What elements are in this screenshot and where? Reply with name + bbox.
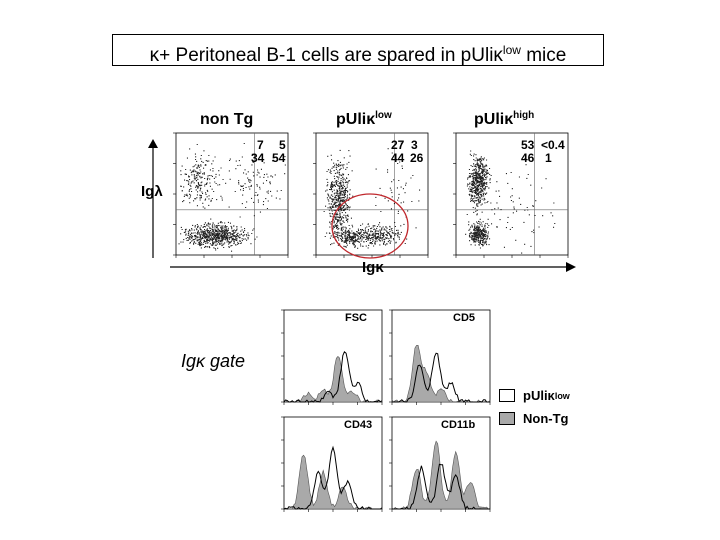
histogram-open-2 bbox=[392, 352, 490, 403]
histogram-frame-2 bbox=[391, 309, 491, 403]
histogram-open-3 bbox=[283, 445, 383, 510]
quadrant-ur-puli-high: <0.4 bbox=[541, 138, 565, 152]
quadrant-ul-non-tg: 7 bbox=[257, 138, 264, 152]
slide-title: κ+ Peritoneal B-1 cells are spared in pU… bbox=[112, 34, 604, 66]
histogram-label-cd43: CD43 bbox=[343, 419, 374, 431]
title-kappa-2: κ bbox=[493, 45, 503, 66]
legend-swatch-open bbox=[499, 389, 515, 402]
legend-item-puli-low: pUliκ low bbox=[499, 388, 570, 403]
panel-title-puli-low: pUliκlow bbox=[336, 110, 392, 128]
histogram-label-cd5: CD5 bbox=[452, 312, 477, 324]
gate-circle bbox=[331, 193, 409, 259]
x-axis-arrowhead bbox=[566, 262, 576, 272]
legend-swatch-filled bbox=[499, 412, 515, 425]
quadrant-ul-puli-low: 27 bbox=[391, 138, 405, 152]
scatter-points-2 bbox=[323, 142, 421, 249]
quadrant-ul-puli-high: 53 bbox=[521, 138, 535, 152]
histogram-open-4 bbox=[392, 463, 490, 511]
title-superscript: low bbox=[502, 43, 521, 57]
gate-label: Igκ gate bbox=[181, 351, 246, 371]
legend-item-non-tg: Non-Tg bbox=[499, 411, 568, 426]
panel-title-non-tg: non Tg bbox=[200, 111, 254, 128]
quadrant-ur-non-tg: 5 bbox=[279, 138, 286, 152]
histogram-label-cd11b: CD11b bbox=[440, 419, 477, 431]
title-kappa: κ bbox=[149, 45, 160, 66]
x-axis-label: Igκ bbox=[362, 259, 384, 276]
histogram-open-1 bbox=[283, 350, 383, 403]
histogram-label-fsc: FSC bbox=[344, 312, 368, 324]
scatter-points-1 bbox=[178, 142, 286, 252]
y-axis-arrowhead bbox=[148, 139, 158, 148]
quadrant-ll-non-tg: 34 bbox=[251, 151, 265, 165]
quadrant-lr-puli-low: 26 bbox=[410, 151, 424, 165]
quadrant-ll-puli-low: 44 bbox=[391, 151, 405, 165]
title-text-end: mice bbox=[520, 45, 567, 66]
y-axis-label: Igλ bbox=[141, 183, 163, 200]
scatter-points-3 bbox=[465, 150, 556, 254]
quadrant-ur-puli-low: 3 bbox=[411, 138, 418, 152]
quadrant-lr-puli-high: 1 bbox=[545, 151, 552, 165]
quadrant-ll-puli-high: 46 bbox=[521, 151, 535, 165]
title-text: + Peritoneal B-1 cells are spared in pUl… bbox=[159, 45, 494, 66]
panel-title-puli-high: pUliκhigh bbox=[474, 110, 535, 128]
quadrant-lr-non-tg: 54 bbox=[272, 151, 286, 165]
